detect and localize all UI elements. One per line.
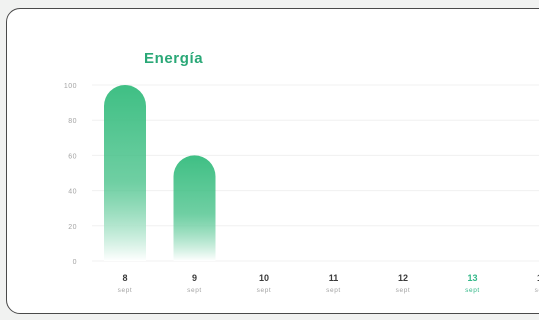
y-tick-label: 20 xyxy=(68,224,77,231)
energy-bar-chart: 0 20 40 60 80 100 8 sept 9 sept 10 sept 11 sept 12 sept… xyxy=(64,83,539,294)
bar xyxy=(104,85,146,261)
x-day-label: 13 xyxy=(467,273,477,283)
x-month-label: sept xyxy=(118,287,133,294)
card-title: Energía xyxy=(144,50,204,67)
x-day-label: 14 xyxy=(537,273,539,283)
y-tick-label: 100 xyxy=(64,83,77,90)
y-tick-label: 40 xyxy=(68,189,77,196)
y-tick-label: 0 xyxy=(73,259,77,266)
x-day-label: 12 xyxy=(398,273,408,283)
x-month-label: sept xyxy=(187,287,202,294)
x-month-label: sept xyxy=(257,287,272,294)
bar xyxy=(173,155,216,261)
y-tick-label: 60 xyxy=(68,153,77,160)
x-month-label: sept xyxy=(535,287,539,294)
x-day-label: 11 xyxy=(329,273,339,283)
x-month-label: sept xyxy=(396,287,411,294)
x-month-label: sept xyxy=(326,287,341,294)
x-day-label: 8 xyxy=(122,273,127,283)
energy-card: Energía 0 20 40 60 80 100 8 sept 9 sept 10 sept 11 se… xyxy=(6,8,539,314)
x-day-label: 10 xyxy=(259,273,269,283)
x-day-label: 9 xyxy=(192,273,197,283)
x-month-label: sept xyxy=(465,287,480,294)
y-tick-label: 80 xyxy=(68,118,77,125)
